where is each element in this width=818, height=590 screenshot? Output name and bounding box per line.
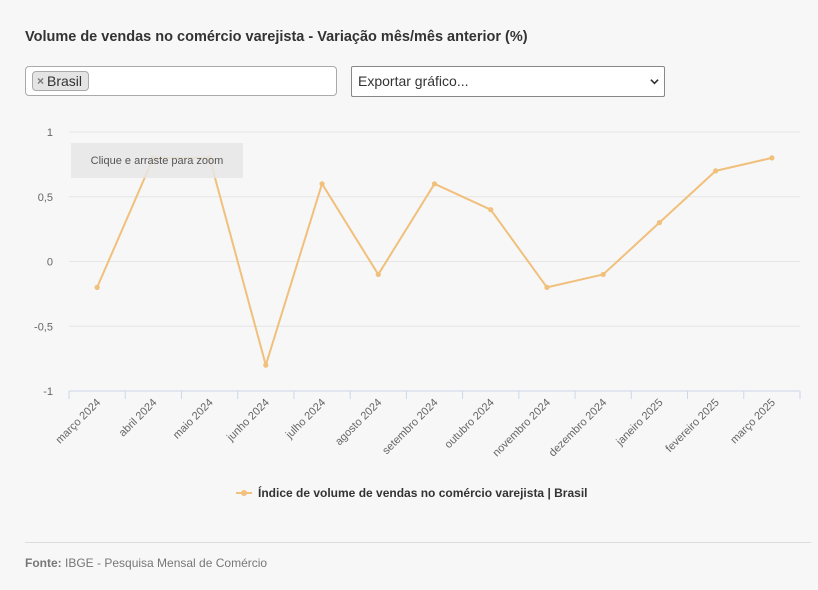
data-point[interactable] bbox=[769, 155, 775, 161]
location-filter-input[interactable]: × Brasil bbox=[25, 66, 337, 96]
source-note: Fonte: IBGE - Pesquisa Mensal de Comérci… bbox=[25, 556, 267, 570]
data-point[interactable] bbox=[600, 271, 606, 278]
zoom-hint-tooltip: Clique e arraste para zoom bbox=[71, 143, 243, 178]
x-tick-label: julho 2024 bbox=[283, 397, 328, 442]
x-tick-label: setembro 2024 bbox=[380, 397, 440, 457]
x-tick-label: outubro 2024 bbox=[443, 397, 497, 451]
selected-tag-label: Brasil bbox=[47, 73, 83, 89]
x-tick-label: junho 2024 bbox=[224, 397, 272, 445]
source-text: IBGE - Pesquisa Mensal de Comércio bbox=[65, 556, 268, 570]
remove-tag-icon[interactable]: × bbox=[37, 74, 45, 88]
x-tick-label: agosto 2024 bbox=[333, 397, 384, 448]
x-tick-label: março 2025 bbox=[728, 397, 778, 447]
data-point[interactable] bbox=[375, 271, 381, 278]
data-point[interactable] bbox=[94, 284, 100, 290]
x-tick-label: fevereiro 2025 bbox=[664, 397, 722, 455]
export-chart-select[interactable]: Exportar gráfico... bbox=[351, 66, 665, 97]
data-point[interactable] bbox=[319, 181, 325, 187]
data-point[interactable] bbox=[544, 284, 550, 290]
y-tick-label: 0,5 bbox=[38, 192, 53, 204]
footer-divider bbox=[25, 542, 811, 543]
y-tick-label: 1 bbox=[47, 127, 53, 139]
chevron-down-icon bbox=[650, 79, 659, 85]
x-tick-label: abril 2024 bbox=[117, 397, 160, 440]
y-tick-label: 0 bbox=[47, 257, 53, 269]
source-label: Fonte: bbox=[25, 556, 62, 570]
y-tick-label: -0,5 bbox=[34, 321, 53, 333]
data-point[interactable] bbox=[713, 168, 719, 174]
legend-line-marker-icon bbox=[236, 488, 252, 498]
y-tick-label: -1 bbox=[43, 386, 53, 398]
data-point[interactable] bbox=[263, 362, 269, 368]
selected-tag: × Brasil bbox=[32, 71, 90, 91]
x-tick-label: março 2024 bbox=[54, 397, 104, 447]
export-select-label: Exportar gráfico... bbox=[358, 73, 469, 89]
x-tick-label: novembro 2024 bbox=[491, 397, 554, 460]
x-tick-label: maio 2024 bbox=[171, 397, 216, 442]
data-point[interactable] bbox=[488, 207, 494, 213]
data-point[interactable] bbox=[431, 181, 438, 187]
chart-legend[interactable]: Índice de volume de vendas no comércio v… bbox=[236, 486, 587, 500]
x-tick-label: janeiro 2025 bbox=[614, 397, 666, 449]
data-point[interactable] bbox=[656, 220, 663, 226]
legend-series-label: Índice de volume de vendas no comércio v… bbox=[258, 486, 588, 500]
x-tick-label: dezembro 2024 bbox=[547, 397, 610, 460]
chart-title: Volume de vendas no comércio varejista -… bbox=[25, 29, 528, 45]
